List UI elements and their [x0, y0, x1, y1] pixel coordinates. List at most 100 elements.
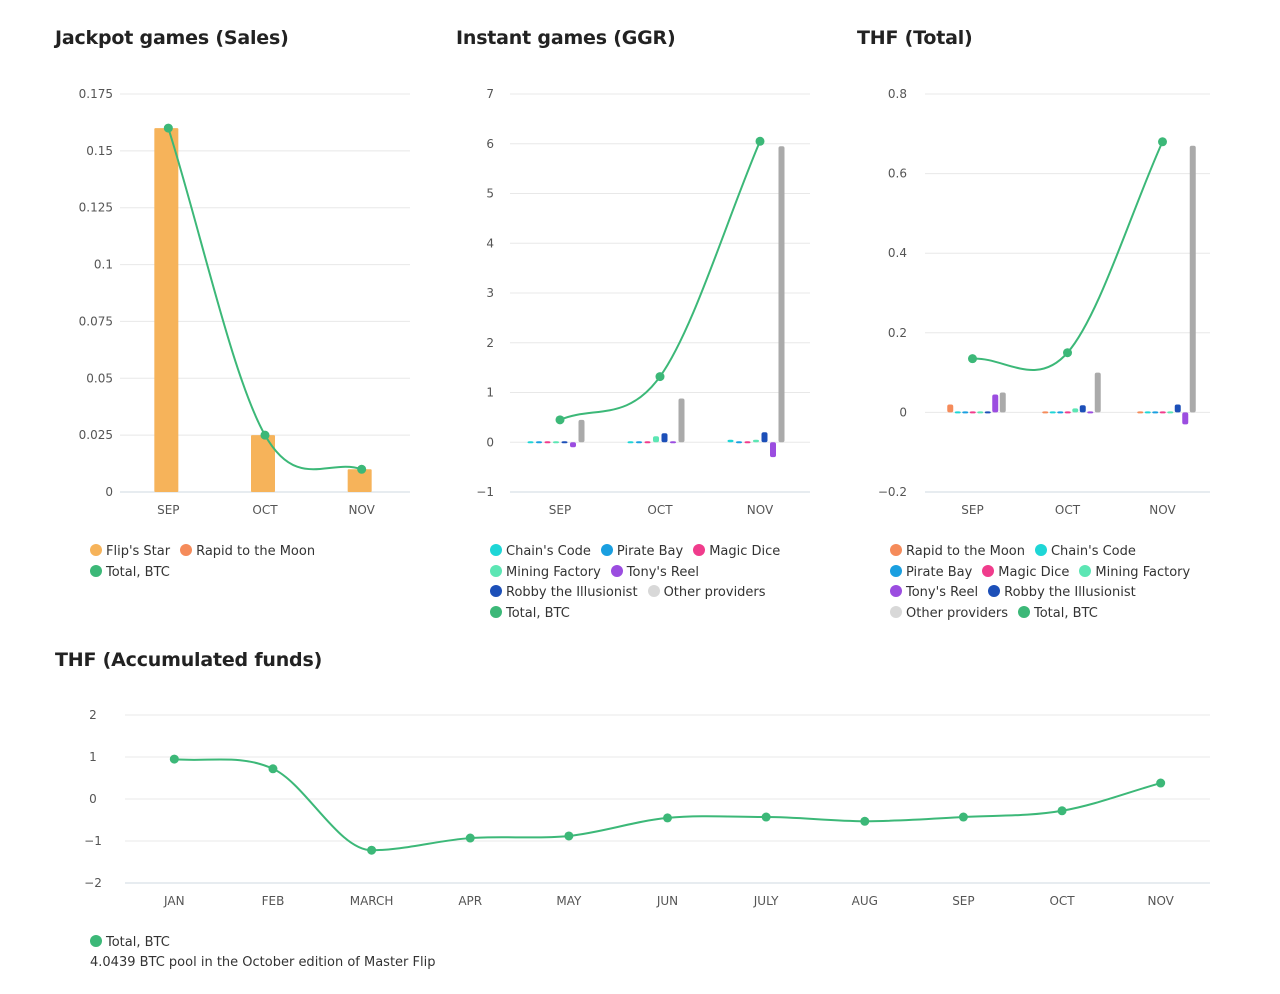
legend-item[interactable]: Rapid to the Moon — [180, 542, 315, 563]
legend-item[interactable]: Total, BTC — [90, 563, 170, 584]
legend-item[interactable]: Chain's Code — [490, 542, 591, 563]
thf-ytick-label: −0.2 — [878, 485, 907, 499]
thf-ytick-label: 0 — [899, 405, 907, 419]
legend-item[interactable]: Total, BTC — [1017, 604, 1098, 625]
jackpot-ytick-label: 0.05 — [86, 371, 113, 385]
instant-legend: Chain's Code Pirate Bay Magic Dice Mining F… — [490, 542, 810, 624]
jackpot-total-point — [163, 123, 173, 133]
legend-item[interactable]: Other providers — [647, 583, 766, 604]
thf-bar — [954, 411, 961, 414]
thf-legend: Rapid to the Moon Chain's Code Pirate Bay M… — [890, 542, 1220, 624]
instant-title: Instant games (GGR) — [456, 27, 676, 49]
legend-dot-icon — [647, 585, 660, 597]
instant-total-line — [559, 140, 761, 421]
instant-bar — [653, 436, 659, 443]
legend-item[interactable]: Total, BTC — [90, 933, 170, 954]
legend-item[interactable]: Other providers — [890, 604, 1008, 625]
thf-bar — [962, 411, 969, 414]
jackpot-title: Jackpot games (Sales) — [55, 27, 289, 49]
legend-label: Total, BTC — [106, 935, 170, 950]
legend-item[interactable]: Tony's Reel — [610, 563, 699, 584]
jackpot-total-point — [357, 464, 367, 474]
accum-total-point — [564, 831, 574, 841]
accum-total-line — [174, 758, 1161, 852]
instant-bar — [627, 441, 634, 444]
instant-ytick-label: 2 — [486, 336, 494, 350]
legend-item[interactable]: Mining Factory — [1079, 563, 1190, 584]
legend-item[interactable]: Magic Dice — [982, 563, 1069, 584]
jackpot-xtick-label: SEP — [157, 503, 179, 517]
instant-bar — [527, 441, 534, 444]
instant-ytick-label: 1 — [486, 386, 494, 400]
thf-bar — [1144, 411, 1151, 414]
legend-item[interactable]: Pirate Bay — [600, 542, 683, 563]
instant-bar — [578, 419, 585, 443]
thf-total-point — [1158, 137, 1167, 147]
legend-label: Robby the Illusionist — [1004, 585, 1136, 600]
legend-item[interactable]: Pirate Bay — [890, 563, 972, 584]
accum-ytick-label: −1 — [84, 834, 102, 848]
legend-dot-icon — [180, 544, 193, 556]
instant-total-point — [655, 372, 665, 382]
jackpot-ytick-label: 0.075 — [79, 314, 113, 328]
legend-label: Rapid to the Moon — [196, 544, 316, 559]
thf-bar — [992, 394, 999, 413]
instant-bar — [661, 433, 668, 443]
thf-bar — [1042, 411, 1049, 414]
legend-dot-icon — [988, 585, 1001, 597]
accum-ytick-label: 1 — [89, 750, 97, 764]
thf-total-point — [968, 354, 977, 364]
legend-dot-icon — [890, 564, 902, 577]
legend-item[interactable]: Mining Factory — [490, 563, 601, 584]
legend-item[interactable]: Robby the Illusionist — [988, 583, 1136, 604]
thf-ytick-label: 0.2 — [888, 326, 907, 340]
accum-xtick-label: JUN — [656, 894, 678, 908]
instant-xtick-label: SEP — [549, 503, 571, 517]
accum-ytick-label: 0 — [89, 792, 97, 806]
legend-item[interactable]: Total, BTC — [490, 604, 570, 625]
legend-label: Chain's Code — [1050, 544, 1136, 559]
legend-item[interactable]: Chain's Code — [1034, 542, 1136, 563]
thf-bar — [947, 404, 954, 413]
accum-note: 4.0439 BTC pool in the October edition o… — [90, 955, 436, 970]
legend-label: Magic Dice — [998, 564, 1070, 580]
jackpot-total-point — [260, 430, 270, 440]
instant-bar — [761, 432, 768, 443]
accum-total-point — [367, 845, 377, 855]
accum-total-point — [1057, 806, 1067, 816]
accum-ytick-label: −2 — [84, 876, 102, 890]
instant-bar — [678, 398, 685, 443]
thf-bar — [1094, 372, 1101, 413]
instant-total-point — [755, 136, 765, 146]
legend-dot-icon — [982, 564, 995, 577]
legend-item[interactable]: Robby the Illusionist — [490, 583, 638, 604]
legend-item[interactable]: Magic Dice — [693, 542, 780, 563]
legend-item[interactable]: Flip's Star — [90, 542, 170, 563]
instant-ytick-label: 7 — [486, 87, 494, 101]
instant-bar — [670, 441, 676, 444]
instant-bar — [778, 146, 785, 443]
instant-bar — [736, 441, 742, 444]
legend-label: Chain's Code — [506, 544, 591, 559]
jackpot-bar — [251, 435, 275, 492]
thf-bar — [969, 411, 976, 414]
legend-dot-icon — [490, 605, 502, 618]
legend-item[interactable]: Rapid to the Moon — [890, 542, 1025, 563]
legend-dot-icon — [610, 564, 623, 577]
legend-dot-icon — [490, 544, 502, 556]
legend-label: Other providers — [906, 605, 1008, 621]
legend-label: Tony's Reel — [626, 564, 699, 580]
accum-total-point — [465, 833, 475, 843]
legend-dot-icon — [890, 544, 902, 556]
thf-ytick-label: 0.4 — [888, 246, 907, 260]
accum-total-point — [958, 812, 968, 822]
legend-item[interactable]: Tony's Reel — [890, 583, 978, 604]
thf-total-point — [1063, 348, 1072, 358]
instant-bar — [536, 441, 542, 444]
thf-bar — [1087, 411, 1094, 414]
jackpot-ytick-label: 0.125 — [79, 201, 113, 215]
accum-xtick-label: MARCH — [350, 894, 394, 908]
accum-xtick-label: AUG — [852, 894, 878, 908]
jackpot-ytick-label: 0 — [105, 485, 113, 499]
